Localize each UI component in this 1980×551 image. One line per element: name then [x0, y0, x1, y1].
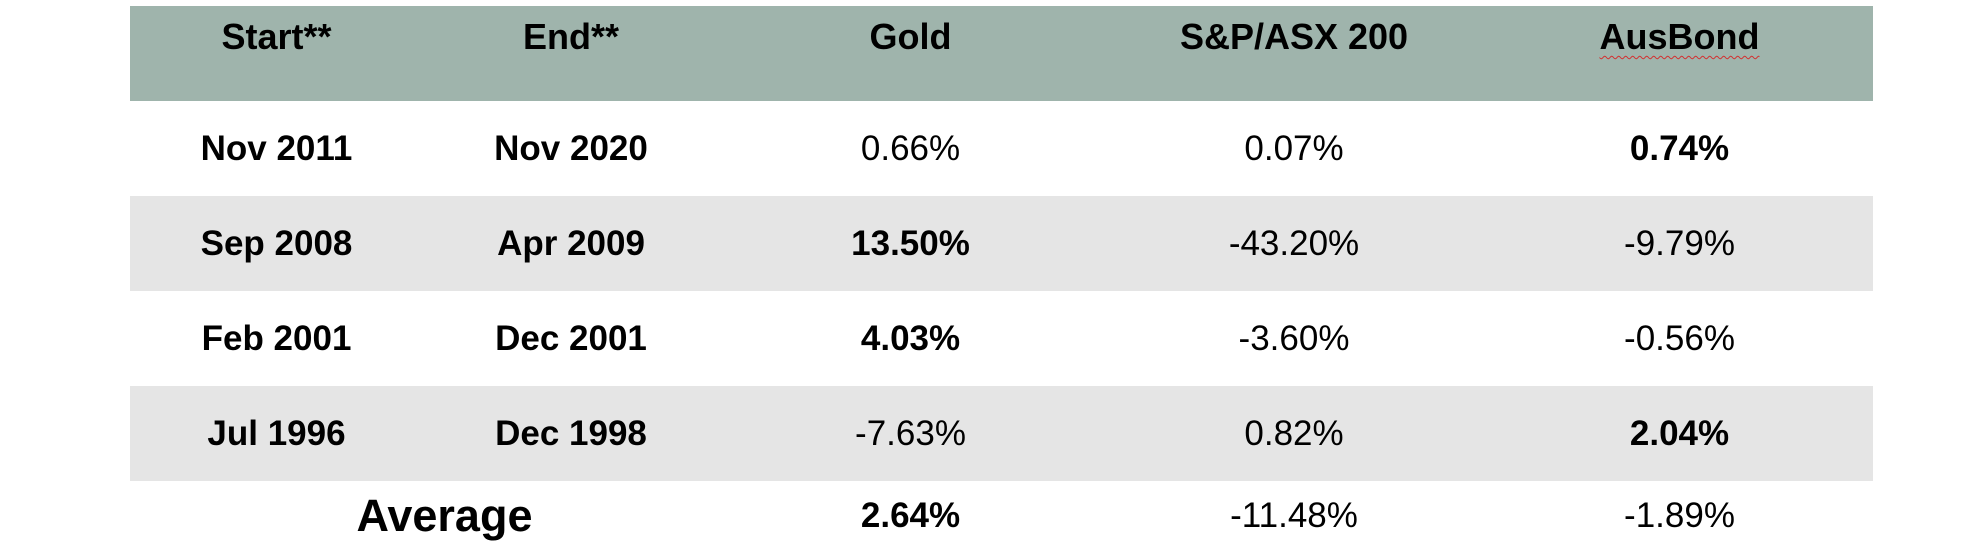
- header-ausbond: AusBond: [1486, 6, 1873, 58]
- table-row: Sep 2008 Apr 2009 13.50% -43.20% -9.79%: [130, 196, 1873, 291]
- cell-end: Apr 2009: [497, 223, 645, 263]
- average-label: Average: [356, 490, 533, 541]
- cell-ausbond: -9.79%: [1624, 223, 1735, 263]
- cell-end: Nov 2020: [494, 128, 648, 168]
- table-row: Nov 2011 Nov 2020 0.66% 0.07% 0.74%: [130, 101, 1873, 196]
- average-row: Average 2.64% -11.48% -1.89%: [130, 481, 1873, 551]
- cell-end: Dec 2001: [495, 318, 647, 358]
- cell-gold: 4.03%: [860, 318, 961, 358]
- header-asx200: S&P/ASX 200: [1179, 16, 1409, 57]
- average-gold: 2.64%: [860, 496, 961, 535]
- cell-start: Nov 2011: [200, 128, 353, 168]
- cell-gold: 13.50%: [851, 223, 970, 263]
- cell-asx200: 0.82%: [1244, 413, 1344, 453]
- cell-ausbond: -0.56%: [1624, 318, 1735, 358]
- cell-start: Feb 2001: [201, 318, 352, 358]
- table-row: Feb 2001 Dec 2001 4.03% -3.60% -0.56%: [130, 291, 1873, 386]
- cell-ausbond: 2.04%: [1629, 413, 1730, 453]
- returns-table: Start** End** Gold S&P/ASX 200 AusBond N…: [130, 6, 1873, 551]
- cell-gold: 0.66%: [860, 128, 961, 168]
- cell-end: Dec 1998: [495, 413, 647, 453]
- table-header-row: Start** End** Gold S&P/ASX 200 AusBond: [130, 6, 1873, 101]
- header-gold: Gold: [869, 16, 952, 57]
- cell-asx200: 0.07%: [1244, 128, 1344, 168]
- cell-gold: -7.63%: [855, 413, 966, 453]
- header-end: End**: [522, 16, 619, 57]
- cell-asx200: -43.20%: [1228, 223, 1360, 263]
- cell-asx200: -3.60%: [1238, 318, 1350, 358]
- average-asx200: -11.48%: [1230, 496, 1358, 535]
- cell-ausbond: 0.74%: [1629, 128, 1730, 168]
- header-ausbond-label: AusBond: [1599, 16, 1760, 57]
- cell-start: Sep 2008: [200, 223, 353, 263]
- header-start: Start**: [221, 16, 332, 57]
- table-row: Jul 1996 Dec 1998 -7.63% 0.82% 2.04%: [130, 386, 1873, 481]
- cell-start: Jul 1996: [207, 413, 346, 453]
- average-ausbond: -1.89%: [1624, 496, 1735, 535]
